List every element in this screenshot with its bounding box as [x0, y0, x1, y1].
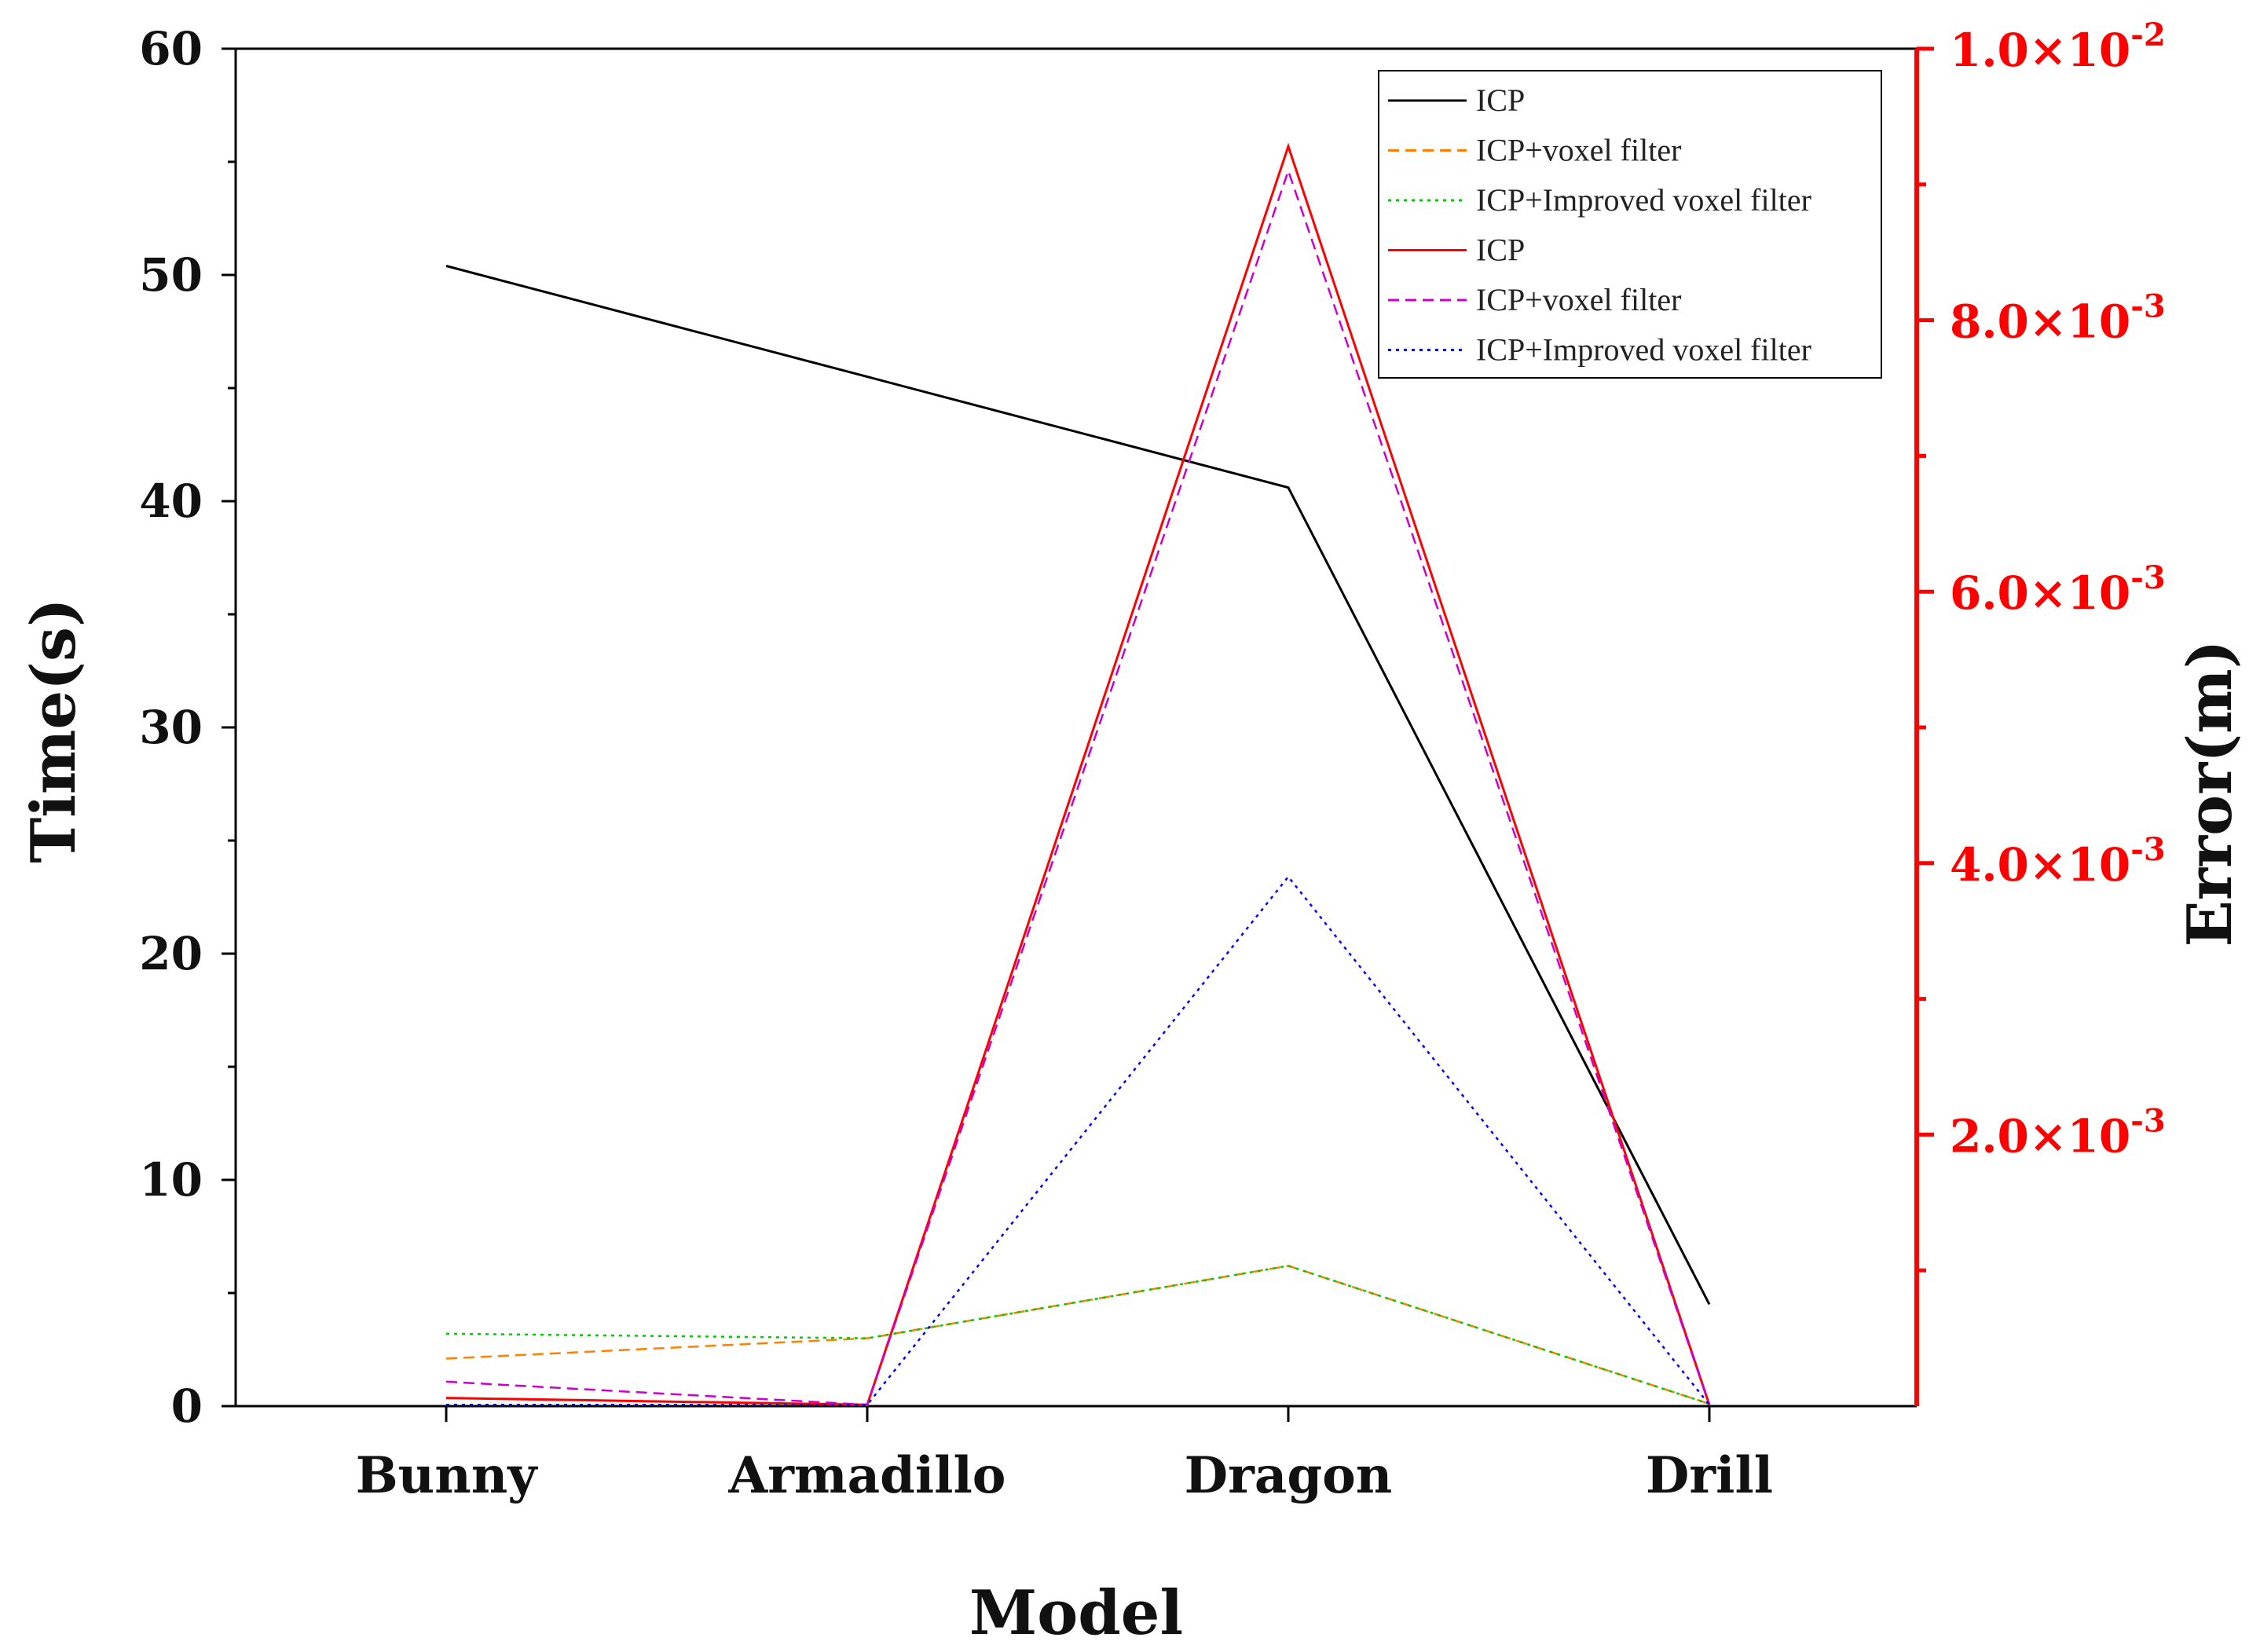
x-axis-title: Model	[969, 1577, 1183, 1649]
x-tick-label: Drill	[1646, 1446, 1773, 1505]
left-tick-label: 40	[139, 474, 203, 528]
legend-box	[1378, 70, 1882, 379]
left-tick-label: 20	[139, 927, 203, 980]
left-tick-label: 30	[139, 701, 203, 754]
left-y-axis-title: Time(s)	[18, 598, 90, 863]
series-line-0	[445, 265, 1711, 1306]
x-tick-label: Dragon	[1185, 1446, 1393, 1505]
left-tick-label: 60	[139, 22, 203, 75]
right-tick-exponent: -3	[2130, 1102, 2165, 1139]
x-axis: Bunny Armadillo Dragon Drill	[356, 1406, 1773, 1505]
legend-label-3: ICP	[1476, 233, 1525, 268]
right-tick-exponent: -3	[2130, 831, 2165, 868]
right-y-axis: 2.0×10-3 4.0×10-3 6.0×10-3 8.0×10-3 1.0×10-2	[1917, 16, 2166, 1273]
series-line-1	[445, 1265, 1710, 1405]
right-tick-label: 2.0×10-3	[1950, 1102, 2166, 1163]
legend-label-5: ICP+Improved voxel filter	[1476, 332, 1811, 368]
series-line-3	[445, 142, 1711, 1406]
right-tick-exponent: -3	[2130, 559, 2165, 596]
legend-label-4: ICP+voxel filter	[1476, 282, 1681, 317]
right-tick-label: 8.0×10-3	[1950, 288, 2166, 349]
left-tick-label: 10	[139, 1153, 203, 1207]
right-tick-exponent: -3	[2130, 288, 2165, 325]
right-tick-label: 6.0×10-3	[1950, 559, 2166, 620]
legend-label-0: ICP	[1476, 82, 1525, 118]
right-tick-label: 1.0×10-2	[1950, 16, 2166, 77]
legend-label-2: ICP+Improved voxel filter	[1476, 182, 1811, 218]
right-tick-label: 4.0×10-3	[1950, 831, 2166, 892]
left-tick-label: 50	[139, 248, 203, 302]
left-tick-label: 0	[171, 1379, 203, 1433]
series-line-2	[445, 1265, 1710, 1405]
legend-label-1: ICP+voxel filter	[1476, 133, 1681, 168]
left-y-axis: 0 10 20 30 40 50 60	[139, 22, 236, 1433]
legend: ICP ICP+voxel filter ICP+Improved voxel fi…	[1378, 70, 1882, 379]
x-tick-label: Armadillo	[728, 1446, 1006, 1505]
series-layer	[445, 142, 1711, 1406]
series-line-4	[445, 167, 1711, 1406]
right-y-axis-title: Error(m)	[2174, 639, 2246, 947]
x-tick-label: Bunny	[356, 1446, 539, 1505]
right-tick-exponent: -2	[2130, 16, 2165, 53]
